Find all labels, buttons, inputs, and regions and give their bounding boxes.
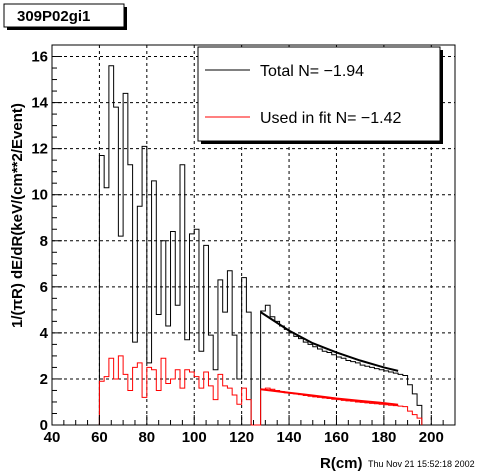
x-tick-label: 120 [229,429,254,446]
title-box: 309P02gi1 [3,3,127,30]
y-tick-label: 12 [31,141,48,158]
x-tick-label: 100 [182,429,207,446]
legend-label-total: Total N= −1.94 [260,63,364,80]
y-tick-label: 2 [40,371,48,388]
legend: Total N= −1.94 Used in fit N= −1.42 [197,46,443,144]
axes: 40 60 80 100 120 140 160 180 200 0 2 4 6 8 10 12 14 16 [31,44,456,446]
y-tick-label: 14 [31,95,48,112]
x-tick-label: 200 [419,429,444,446]
series-layer [98,65,423,426]
y-tick-label: 4 [40,325,49,342]
fit-curve-2 [260,311,399,372]
legend-box [197,46,441,142]
x-tick-label: 60 [91,429,108,446]
x-tick-label: 180 [371,429,396,446]
y-tick-label: 8 [40,233,48,250]
title-box-frame [3,3,125,28]
x-tick-label: 80 [138,429,155,446]
chart-title: 309P02gi1 [17,8,90,25]
y-tick-label: 10 [31,187,48,204]
timestamp: Thu Nov 21 15:52:18 2002 [368,459,475,469]
y-axis-title: 1/(πR) dE/dR(keV/(cm**2/Event) [9,103,26,328]
y-tick-label: 16 [31,49,48,66]
legend-label-used-in-fit: Used in fit N= −1.42 [260,110,402,127]
fit-curve-3 [260,388,399,406]
x-tick-label: 40 [44,429,61,446]
histogram-series-0 [98,65,423,426]
x-tick-label: 160 [324,429,349,446]
x-axis-title: R(cm) [320,455,363,472]
y-tick-label: 0 [40,417,48,434]
grid-lines [52,45,455,425]
y-tick-label: 6 [40,279,48,296]
x-tick-label: 140 [277,429,302,446]
